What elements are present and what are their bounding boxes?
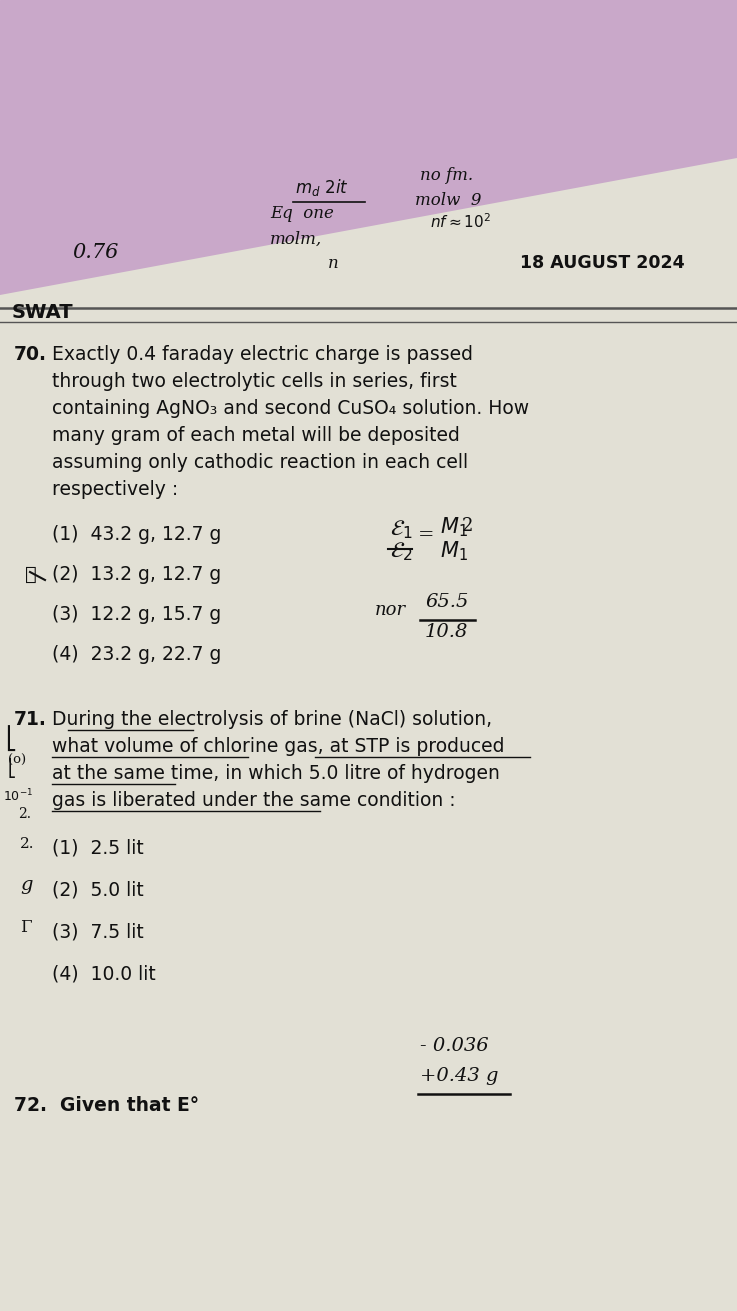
Text: 72.  Given that E°: 72. Given that E° <box>14 1096 199 1114</box>
Text: - 0.036: - 0.036 <box>420 1037 489 1055</box>
Polygon shape <box>0 159 737 1311</box>
Text: containing AgNO₃ and second CuSO₄ solution. How: containing AgNO₃ and second CuSO₄ soluti… <box>52 399 529 418</box>
Text: many gram of each metal will be deposited: many gram of each metal will be deposite… <box>52 426 460 444</box>
Text: SWAT: SWAT <box>12 303 74 323</box>
Text: 18 AUGUST 2024: 18 AUGUST 2024 <box>520 254 685 271</box>
Text: $\mathit{M}_1$: $\mathit{M}_1$ <box>440 515 468 539</box>
Text: 2: 2 <box>462 517 473 535</box>
Text: at the same time, in which 5.0 litre of hydrogen: at the same time, in which 5.0 litre of … <box>52 764 500 783</box>
Text: $\mathcal{E}_1$: $\mathcal{E}_1$ <box>390 518 413 540</box>
Text: molm,: molm, <box>270 231 322 248</box>
Text: nor: nor <box>375 600 406 619</box>
Text: 65.5: 65.5 <box>425 593 469 611</box>
Text: 70.: 70. <box>14 345 47 364</box>
Text: (1)  43.2 g, 12.7 g: (1) 43.2 g, 12.7 g <box>52 524 221 544</box>
Text: +0.43 g: +0.43 g <box>420 1067 498 1086</box>
Text: no fm.: no fm. <box>420 166 473 184</box>
Text: ⎣: ⎣ <box>5 726 16 753</box>
Text: through two electrolytic cells in series, first: through two electrolytic cells in series… <box>52 372 457 391</box>
Text: (4)  10.0 lit: (4) 10.0 lit <box>52 964 156 983</box>
Text: Eq  one: Eq one <box>270 205 334 222</box>
Text: g: g <box>20 876 32 894</box>
Text: During the electrolysis of brine (NaCl) solution,: During the electrolysis of brine (NaCl) … <box>52 711 492 729</box>
Text: $nf \approx 10^2$: $nf \approx 10^2$ <box>430 212 491 231</box>
Text: ⎣: ⎣ <box>8 758 16 777</box>
Text: n: n <box>328 256 339 271</box>
Text: (2)  13.2 g, 12.7 g: (2) 13.2 g, 12.7 g <box>52 565 221 583</box>
Text: (1)  2.5 lit: (1) 2.5 lit <box>52 838 144 857</box>
Text: 2.: 2. <box>20 836 35 851</box>
Text: 71.: 71. <box>14 711 47 729</box>
Text: ✓: ✓ <box>25 566 37 583</box>
Text: 2.: 2. <box>18 808 31 821</box>
Text: 0.76: 0.76 <box>72 243 119 262</box>
Text: (2)  5.0 lit: (2) 5.0 lit <box>52 880 144 899</box>
Text: what volume of chlorine gas, at STP is produced: what volume of chlorine gas, at STP is p… <box>52 737 505 756</box>
Text: Γ: Γ <box>20 919 32 936</box>
Text: 10.8: 10.8 <box>425 623 469 641</box>
Text: $10^{-1}$: $10^{-1}$ <box>3 788 33 804</box>
Text: assuming only cathodic reaction in each cell: assuming only cathodic reaction in each … <box>52 454 468 472</box>
Text: $m_d\ 2it$: $m_d\ 2it$ <box>295 177 349 198</box>
Text: =: = <box>418 526 435 544</box>
Text: (3)  12.2 g, 15.7 g: (3) 12.2 g, 15.7 g <box>52 604 221 624</box>
Text: (o): (o) <box>8 754 26 767</box>
Text: gas is liberated under the same condition :: gas is liberated under the same conditio… <box>52 791 455 810</box>
Text: respectively :: respectively : <box>52 480 178 499</box>
Text: (3)  7.5 lit: (3) 7.5 lit <box>52 922 144 941</box>
Text: molw  9: molw 9 <box>415 191 481 208</box>
Text: (4)  23.2 g, 22.7 g: (4) 23.2 g, 22.7 g <box>52 645 221 663</box>
Text: Exactly 0.4 faraday electric charge is passed: Exactly 0.4 faraday electric charge is p… <box>52 345 473 364</box>
Text: $\mathcal{E}_2$: $\mathcal{E}_2$ <box>390 540 413 562</box>
Text: $\mathit{M}_1$: $\mathit{M}_1$ <box>440 539 468 562</box>
